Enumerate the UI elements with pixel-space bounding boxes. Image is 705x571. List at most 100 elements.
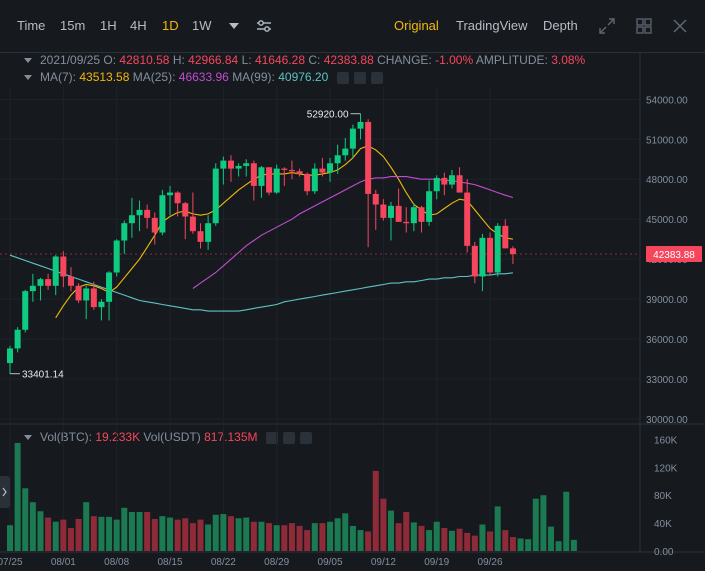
volume-bar	[380, 498, 387, 551]
tab-tradingview[interactable]: TradingView	[456, 18, 528, 33]
candle-body	[494, 225, 501, 273]
volume-bar	[357, 530, 364, 551]
volume-bar	[220, 514, 227, 551]
price-tick-label: 51000.00	[646, 135, 688, 146]
chart-toolbar: Time 15m 1H 4H 1D 1W Original TradingVie…	[0, 0, 705, 53]
candle-body	[197, 231, 204, 242]
price-tick-label: 36000.00	[646, 335, 688, 346]
volume-bar	[174, 519, 181, 551]
price-tick-label: 39000.00	[646, 295, 688, 306]
candle-body	[98, 301, 105, 308]
candle-body	[113, 240, 120, 273]
volume-bar	[418, 525, 425, 551]
candle-body	[60, 256, 67, 277]
tab-time[interactable]: Time	[17, 18, 46, 33]
grid-icon[interactable]	[636, 18, 652, 34]
price-tick-label: 45000.00	[646, 215, 688, 226]
change-value: -1.00%	[435, 53, 474, 67]
date-tick-label: 08/01	[51, 557, 76, 568]
volume-bar	[388, 510, 394, 551]
tab-1h[interactable]: 1H	[100, 18, 117, 33]
ma25-line	[192, 176, 514, 289]
close-icon[interactable]	[673, 19, 687, 33]
eye-icon[interactable]	[265, 431, 278, 444]
expand-icon[interactable]	[599, 18, 615, 34]
candle-body	[75, 285, 82, 301]
volume-tick-label: 160K	[654, 435, 678, 446]
ma7-value: 43513.58	[79, 70, 130, 84]
tab-depth[interactable]: Depth	[543, 18, 578, 33]
volume-bar	[555, 541, 562, 551]
current-price-label: 42383.88	[653, 250, 695, 261]
volume-bar	[90, 516, 97, 551]
candle-body	[174, 192, 181, 204]
candle-body	[311, 168, 318, 192]
candle-body	[380, 204, 387, 218]
current-price-tag	[646, 246, 702, 263]
candle-body	[258, 167, 265, 186]
collapse-caret-icon[interactable]	[24, 434, 32, 440]
vol-btc-value: 19.233K	[95, 430, 141, 444]
volume-tick-label: 120K	[654, 463, 678, 474]
volume-bar	[159, 516, 166, 551]
volume-bar	[342, 513, 349, 551]
eye-icon[interactable]	[336, 71, 349, 84]
volume-bar	[212, 514, 219, 551]
volume-bar	[227, 516, 234, 551]
volume-bar	[273, 525, 280, 551]
tab-1d[interactable]: 1D	[162, 18, 179, 33]
price-tick-label: 42000.00	[646, 255, 688, 266]
tab-4h[interactable]: 4H	[130, 18, 147, 33]
volume-bar	[456, 528, 463, 551]
side-panel-toggle[interactable]	[0, 476, 10, 508]
candle-body	[334, 155, 341, 164]
candle-body	[509, 248, 516, 255]
close-icon[interactable]	[299, 431, 312, 444]
volume-bar	[509, 537, 516, 551]
volume-bar	[243, 517, 250, 551]
candle-body	[372, 193, 379, 205]
volume-bar	[365, 531, 372, 551]
candle-body	[205, 223, 212, 242]
settings-icon[interactable]	[282, 431, 295, 444]
candle-body	[37, 279, 44, 286]
volume-bar	[349, 525, 356, 551]
change-label: CHANGE:	[377, 53, 432, 67]
candle-body	[273, 168, 280, 193]
ma99-label: MA(99):	[232, 70, 275, 84]
volume-bar	[403, 511, 410, 551]
caret-down-icon[interactable]	[229, 23, 239, 29]
tab-original[interactable]: Original	[394, 18, 439, 33]
volume-bar	[281, 525, 288, 551]
candle-body	[319, 168, 326, 173]
volume-bar	[525, 539, 532, 551]
candle-body	[90, 288, 97, 308]
candle-body	[128, 215, 135, 224]
volume-bar	[448, 530, 455, 551]
volume-bar	[479, 524, 486, 551]
close-icon[interactable]	[370, 71, 383, 84]
settings-icon[interactable]	[353, 71, 366, 84]
volume-bar	[235, 518, 242, 551]
price-tick-label: 33000.00	[646, 375, 688, 386]
volume-bar	[205, 524, 212, 551]
collapse-caret-icon[interactable]	[24, 74, 32, 80]
high-label: H:	[172, 53, 185, 67]
tab-15m[interactable]: 15m	[60, 18, 86, 33]
volume-bar	[75, 518, 82, 551]
ma7-label: MA(7):	[40, 70, 76, 84]
tab-1w[interactable]: 1W	[192, 18, 212, 33]
volume-bar	[563, 491, 570, 551]
candle-body	[418, 207, 425, 222]
vol-info-row: Vol(BTC): 19.233K Vol(USDT) 817.135M	[0, 430, 312, 444]
collapse-caret-icon[interactable]	[24, 57, 32, 63]
volume-bar	[136, 511, 143, 551]
volume-bar	[106, 516, 113, 551]
high-marker-label: 52920.00	[307, 110, 349, 121]
date-tick-label: 07/25	[0, 557, 23, 568]
candle-body	[288, 169, 295, 172]
candle-body	[456, 175, 463, 193]
low-value: 41646.28	[254, 53, 305, 67]
candle-body	[502, 225, 509, 249]
settings-sliders-icon[interactable]	[256, 19, 272, 33]
